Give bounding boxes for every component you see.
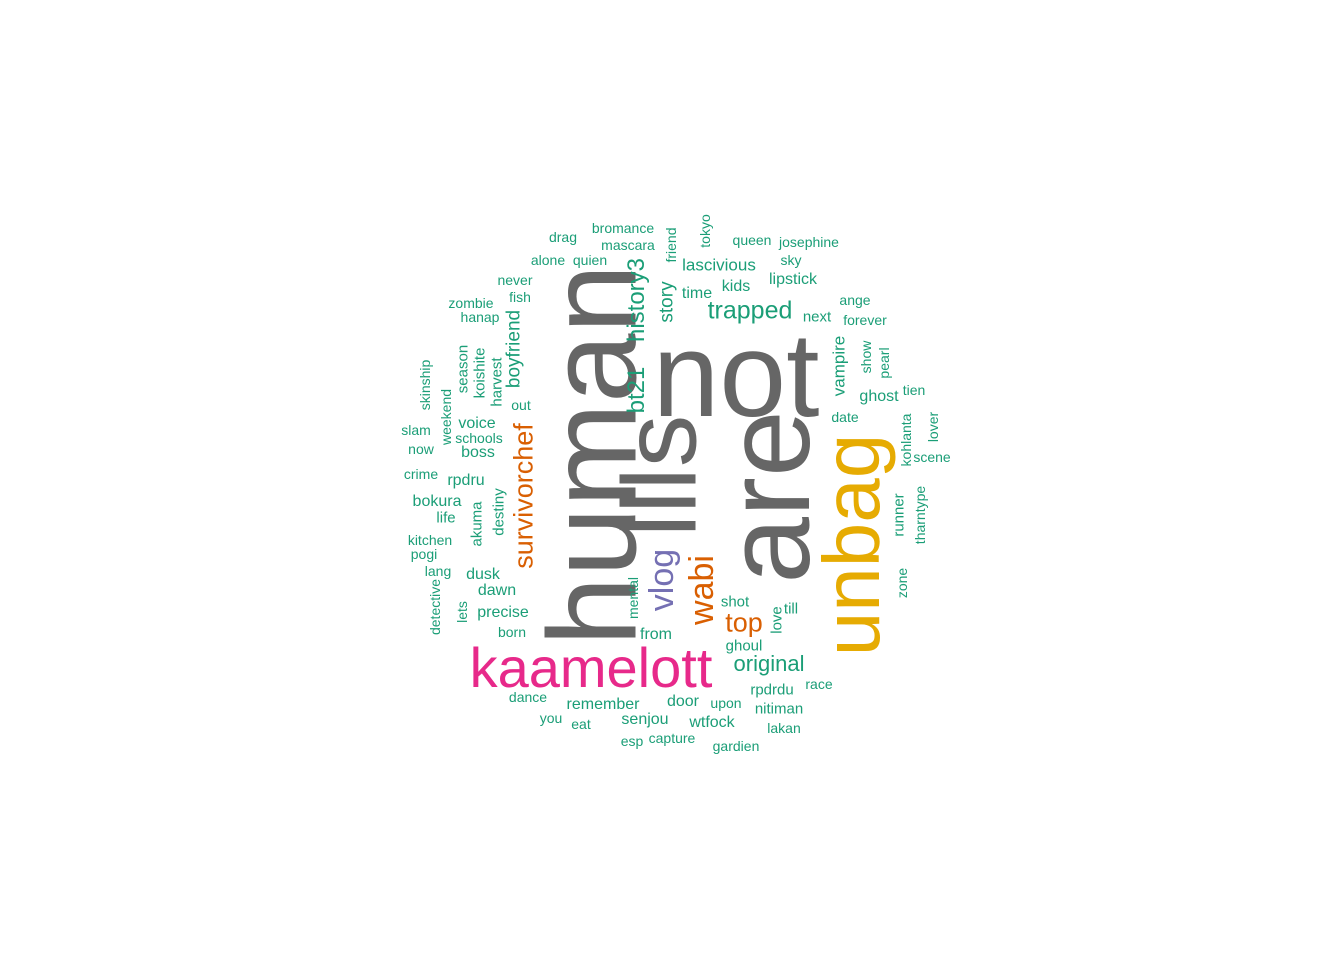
word-mental: mental: [625, 576, 641, 620]
word-forever: forever: [843, 312, 887, 328]
word-akuma: akuma: [468, 501, 486, 547]
word-race: race: [805, 676, 833, 692]
word-mascara: mascara: [601, 237, 655, 253]
word-kids: kids: [721, 278, 751, 295]
word-skinship: skinship: [417, 359, 433, 411]
word-precise: precise: [477, 604, 529, 621]
word-now: now: [408, 441, 434, 457]
word-born: born: [497, 624, 527, 640]
word-boyfriend: boyfriend: [503, 309, 525, 389]
word-kitchen: kitchen: [407, 532, 453, 548]
word-vlog: vlog: [643, 548, 681, 612]
word-dusk: dusk: [466, 566, 500, 583]
word-season: season: [454, 344, 472, 394]
word-upon: upon: [710, 695, 742, 711]
word-out: out: [511, 397, 531, 413]
word-history3: history3: [623, 257, 650, 343]
word-door: door: [666, 693, 700, 710]
word-ghoul: ghoul: [725, 637, 763, 655]
word-voice: voice: [458, 415, 496, 432]
word-detective: detective: [427, 578, 443, 636]
word-next: next: [802, 308, 832, 326]
word-story: story: [656, 281, 678, 323]
word-zone: zone: [894, 567, 910, 599]
word-esp: esp: [620, 733, 644, 749]
word-lover: lover: [925, 411, 941, 443]
word-rpdrdu: rpdrdu: [750, 681, 794, 699]
word-slam: slam: [401, 422, 431, 438]
word-you: you: [539, 710, 563, 726]
word-crime: crime: [403, 466, 439, 482]
word-time: time: [681, 285, 713, 302]
word-unbag: unbag: [807, 433, 896, 657]
word-gardien: gardien: [712, 738, 760, 754]
word-scene: scene: [913, 449, 951, 465]
word-ange: ange: [839, 292, 871, 308]
word-schools: schools: [455, 430, 503, 446]
word-josephine: josephine: [779, 234, 839, 250]
word-sky: sky: [780, 252, 802, 268]
word-never: never: [497, 272, 533, 288]
word-rpdru: rpdru: [447, 472, 485, 489]
word-quien: quien: [572, 252, 608, 268]
word-wabi: wabi: [683, 555, 721, 625]
word-bromance: bromance: [591, 220, 655, 236]
word-pearl: pearl: [876, 347, 892, 379]
word-koishite: koishite: [471, 347, 489, 399]
word-date: date: [831, 409, 859, 425]
word-runner: runner: [890, 493, 908, 537]
word-lets: lets: [454, 601, 470, 623]
word-boss: boss: [461, 444, 495, 461]
word-bokura: bokura: [412, 493, 462, 510]
word-dawn: dawn: [477, 582, 517, 599]
word-kaamelott: kaamelott: [469, 636, 713, 699]
word-kohlanta: kohlanta: [898, 413, 914, 467]
word-zombie: zombie: [448, 295, 494, 311]
word-tharntype: tharntype: [912, 485, 928, 545]
word-llls: llls: [601, 414, 719, 538]
word-wtfock: wtfock: [689, 714, 735, 731]
word-ghost: ghost: [859, 388, 899, 405]
word-friend: friend: [663, 227, 679, 263]
word-shot: shot: [720, 593, 750, 611]
word-lang: lang: [424, 563, 452, 579]
word-not: not: [652, 308, 820, 442]
word-top: top: [725, 607, 763, 638]
word-fish: fish: [509, 289, 531, 305]
word-alone: alone: [530, 252, 566, 268]
word-nitiman: nitiman: [754, 700, 804, 718]
word-eat: eat: [571, 716, 591, 732]
word-lascivious: lascivious: [682, 255, 756, 275]
word-queen: queen: [732, 232, 772, 248]
word-original: original: [733, 651, 805, 676]
word-drag: drag: [548, 229, 578, 245]
word-love: love: [768, 606, 786, 634]
word-tokyo: tokyo: [697, 214, 713, 248]
word-show: show: [858, 340, 874, 374]
word-weekend: weekend: [438, 388, 454, 446]
word-till: till: [783, 600, 799, 618]
word-lakan: lakan: [767, 720, 801, 736]
word-tien: tien: [902, 382, 926, 398]
word-from: from: [640, 626, 672, 643]
word-pogi: pogi: [410, 546, 438, 562]
word-capture: capture: [648, 730, 696, 746]
word-lipstick: lipstick: [768, 271, 818, 288]
word-destiny: destiny: [490, 488, 508, 536]
word-senjou: senjou: [621, 711, 669, 728]
word-bt21: bt21: [623, 366, 650, 414]
word-harvest: harvest: [488, 357, 506, 407]
word-remember: remember: [566, 696, 640, 713]
word-survivorchef: survivorchef: [508, 423, 539, 569]
word-life: life: [436, 509, 456, 527]
word-trapped: trapped: [707, 296, 793, 325]
word-hanap: hanap: [460, 309, 500, 325]
word-dance: dance: [508, 689, 548, 705]
word-vampire: vampire: [829, 335, 849, 397]
